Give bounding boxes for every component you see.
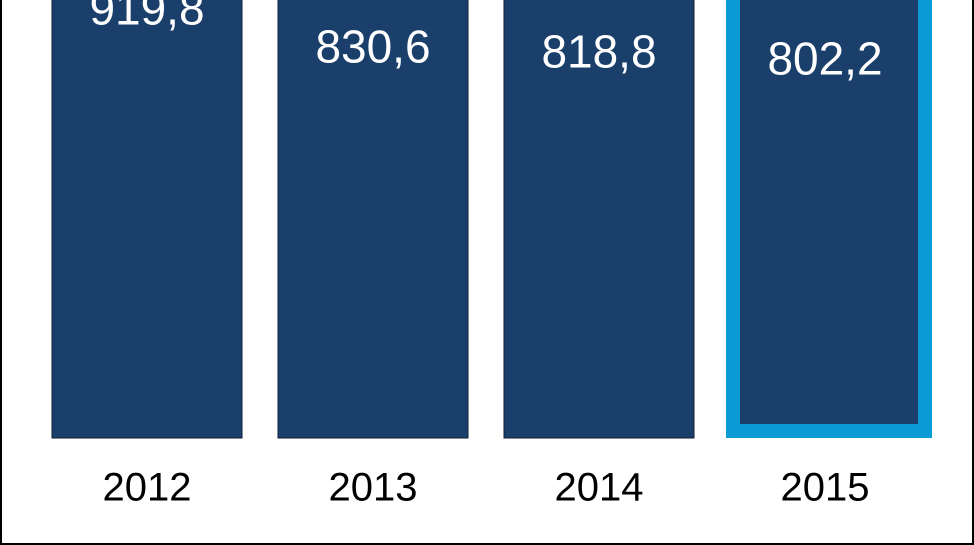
x-tick-label: 2013: [329, 466, 418, 510]
value-label: 919,8: [89, 0, 204, 34]
x-tick-label: 2012: [103, 466, 192, 510]
bar: [51, 0, 243, 439]
value-label: 802,2: [767, 32, 882, 84]
value-label: 818,8: [541, 25, 656, 77]
bar: [277, 0, 469, 439]
bar: [503, 0, 695, 439]
x-tick-label: 2014: [555, 466, 644, 510]
x-tick-label: 2015: [781, 466, 870, 510]
bar: [726, 0, 932, 438]
value-label: 830,6: [315, 20, 430, 72]
